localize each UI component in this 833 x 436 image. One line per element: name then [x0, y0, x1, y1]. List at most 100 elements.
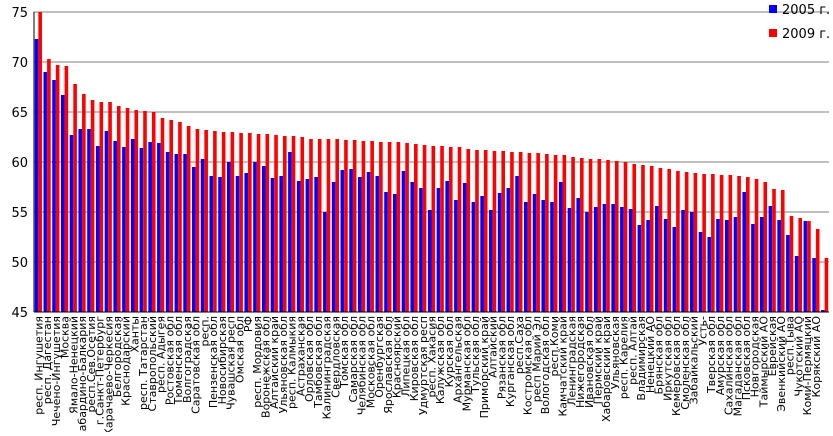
x-tick-label: Костромская обл — [522, 316, 535, 415]
bar-2009 — [370, 141, 374, 312]
x-tick-label: Курская обл — [443, 316, 456, 387]
bar-2009 — [448, 147, 453, 312]
x-tick-label: Липецкая обл — [399, 316, 412, 397]
x-tick-label: Ханты — [128, 316, 141, 353]
x-tick-label: Хабаровский край — [600, 316, 613, 422]
bar-2005 — [427, 210, 432, 312]
bar-2009 — [82, 94, 86, 312]
bar-2005 — [165, 152, 170, 312]
x-tick-label: респ. Мордовия — [251, 316, 264, 408]
bar-2005 — [541, 200, 546, 312]
bar-2009 — [64, 66, 69, 312]
bar-2009 — [282, 136, 287, 312]
bar-2009 — [492, 151, 497, 312]
bar-2009 — [483, 150, 488, 312]
bar-2009 — [510, 152, 514, 312]
bar-2009 — [125, 108, 130, 312]
bar-2009 — [134, 110, 139, 312]
bar-2005 — [655, 206, 659, 312]
bars — [34, 12, 829, 312]
x-tick-label: Владимирская — [635, 316, 648, 401]
x-tick-label: Красноярский — [391, 316, 404, 398]
x-tick-label: Таймырский АО — [757, 316, 770, 409]
x-tick-label: Коми-Пермяцкий — [801, 316, 814, 415]
bar-2009 — [562, 155, 567, 312]
bar-2009 — [780, 190, 785, 312]
x-tick-label: респ. Татарстан — [137, 316, 150, 410]
legend-label: 2009 г. — [782, 27, 830, 42]
x-tick-label: респ. Алтай — [626, 316, 639, 385]
bar-2009 — [597, 159, 602, 312]
bar-2005 — [733, 217, 738, 312]
bar-2009 — [405, 143, 409, 312]
bar-2005 — [689, 212, 694, 312]
bar-2005 — [305, 179, 310, 312]
x-tick-label: Рязанская обл — [495, 316, 508, 399]
bar-2005 — [244, 173, 249, 312]
bar-2005 — [34, 39, 39, 312]
x-tick-label: Магаданская обл — [731, 316, 744, 416]
y-tick-label: 65 — [11, 106, 28, 121]
bar-2005 — [812, 258, 816, 312]
bar-2009 — [623, 162, 628, 312]
bar-2005 — [279, 176, 283, 312]
bar-2005 — [384, 192, 388, 312]
x-tick-label: Сахалинская обл — [723, 316, 736, 415]
bar-2009 — [815, 229, 820, 312]
bar-2005 — [209, 176, 214, 312]
bar-2009 — [824, 258, 829, 312]
x-tick-label: Псковская обл — [740, 316, 753, 400]
x-tick-label: РФ — [242, 316, 255, 332]
x-tick-label: Москва — [59, 316, 72, 358]
legend-label: 2005 г. — [782, 3, 830, 18]
bar-2005 — [663, 219, 668, 312]
bar-2009 — [414, 144, 418, 312]
bar-2005 — [707, 237, 712, 312]
bar-2009 — [186, 126, 191, 312]
bar-2005 — [681, 210, 685, 312]
bar-2005 — [104, 131, 109, 312]
bar-2009 — [204, 130, 208, 312]
legend-swatch — [769, 5, 777, 13]
bar-2009 — [379, 142, 383, 312]
bar-2005 — [620, 207, 624, 312]
bar-2009 — [221, 132, 226, 312]
x-tick-label: Оренбургская — [373, 316, 386, 398]
x-tick-label: Ярославская обл — [382, 316, 395, 414]
bar-2009 — [475, 150, 479, 312]
bar-2009 — [116, 106, 121, 312]
bar-2005 — [122, 147, 126, 312]
x-tick-label: респ.Тыва — [784, 316, 797, 375]
x-tick-label: Челябинская обл — [356, 316, 369, 415]
bar-2005 — [314, 177, 318, 312]
bar-2005 — [235, 176, 240, 312]
bar-2005 — [200, 159, 205, 312]
x-tick-label: Карачаево-Черкесия — [102, 316, 115, 432]
bar-2005 — [375, 176, 380, 312]
bar-2005 — [515, 176, 519, 312]
bar-2009 — [807, 221, 811, 312]
bar-2009 — [274, 135, 278, 312]
bar-2009 — [213, 131, 217, 312]
bar-2005 — [777, 220, 781, 312]
x-tick-label: Смоленская обл — [679, 316, 692, 410]
x-tick-label: респ Марий Эл — [530, 316, 543, 402]
bar-2009 — [431, 146, 436, 312]
x-tick-label: Чечено-Ингушетия — [50, 316, 63, 426]
bar-2005 — [585, 212, 589, 312]
bar-2009 — [291, 136, 296, 312]
bar-2005 — [349, 169, 353, 312]
x-tick-label: Забайкальский — [688, 316, 701, 404]
x-tick-label: Пермский край — [591, 316, 604, 404]
bar-2009 — [711, 174, 715, 312]
bar-2005 — [593, 207, 598, 312]
x-tick-label: Новосибирская — [216, 316, 229, 404]
bar-2009 — [737, 176, 741, 312]
bar-2009 — [588, 159, 593, 312]
bar-2005 — [358, 177, 362, 312]
bar-2009 — [789, 216, 794, 312]
bar-2009 — [545, 154, 549, 312]
bar-2005 — [506, 188, 511, 312]
bar-2009 — [387, 142, 392, 312]
